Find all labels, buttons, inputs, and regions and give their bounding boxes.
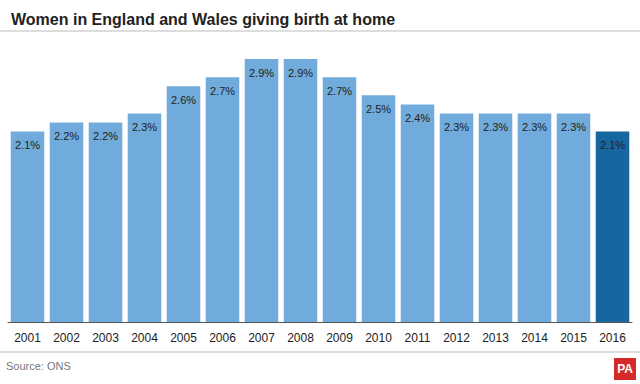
svg-text:2014: 2014: [521, 331, 548, 345]
svg-text:2007: 2007: [248, 331, 275, 345]
svg-text:2.6%: 2.6%: [171, 94, 196, 106]
svg-text:2005: 2005: [170, 331, 197, 345]
svg-text:2004: 2004: [131, 331, 158, 345]
svg-text:2015: 2015: [560, 331, 587, 345]
svg-text:PA: PA: [617, 362, 633, 376]
svg-text:2.7%: 2.7%: [210, 85, 235, 97]
svg-text:2012: 2012: [443, 331, 470, 345]
svg-text:2.2%: 2.2%: [54, 130, 79, 142]
svg-text:2.1%: 2.1%: [600, 139, 625, 151]
svg-text:2002: 2002: [53, 331, 80, 345]
svg-text:2010: 2010: [365, 331, 392, 345]
svg-text:2.9%: 2.9%: [249, 67, 274, 79]
svg-text:2011: 2011: [405, 331, 431, 345]
svg-text:2.9%: 2.9%: [288, 67, 313, 79]
svg-text:2008: 2008: [287, 331, 314, 345]
svg-text:2.3%: 2.3%: [444, 121, 469, 133]
svg-text:2006: 2006: [209, 331, 236, 345]
svg-text:2.3%: 2.3%: [132, 121, 157, 133]
svg-text:2.1%: 2.1%: [15, 139, 40, 151]
svg-text:Source: ONS: Source: ONS: [6, 360, 71, 372]
svg-text:2.3%: 2.3%: [522, 121, 547, 133]
svg-text:2001: 2001: [14, 331, 41, 345]
svg-text:2016: 2016: [599, 331, 626, 345]
svg-text:Women in England and Wales giv: Women in England and Wales giving birth …: [11, 11, 395, 28]
svg-text:2013: 2013: [482, 331, 509, 345]
svg-text:2009: 2009: [326, 331, 353, 345]
svg-text:2.3%: 2.3%: [561, 121, 586, 133]
svg-text:2.2%: 2.2%: [93, 130, 118, 142]
svg-text:2003: 2003: [92, 331, 119, 345]
svg-text:2.5%: 2.5%: [366, 103, 391, 115]
svg-text:2.4%: 2.4%: [405, 112, 430, 124]
svg-text:2.3%: 2.3%: [483, 121, 508, 133]
svg-text:2.7%: 2.7%: [327, 85, 352, 97]
